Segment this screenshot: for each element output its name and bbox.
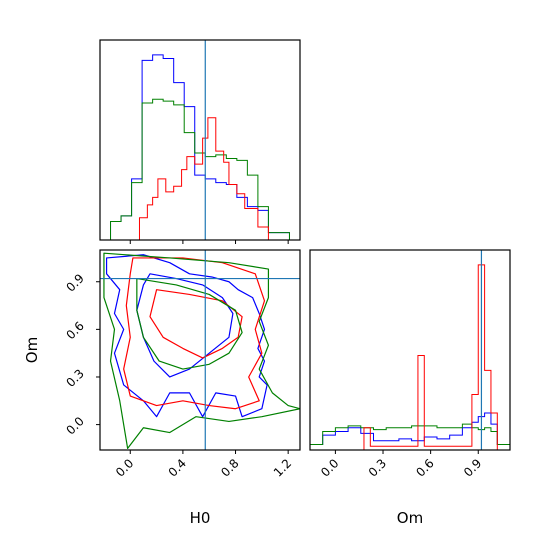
contour-x-tick-label: 0.4 xyxy=(166,456,189,479)
x-axis-label-h0: H0 xyxy=(190,509,211,527)
contour-blue-line xyxy=(105,254,268,418)
h0-hist-red-series xyxy=(128,117,279,241)
om-frame xyxy=(309,249,511,451)
contour-y-tick-label: 0.6 xyxy=(63,319,86,342)
contour-frame xyxy=(99,249,301,451)
contour-red-line xyxy=(123,257,266,410)
contour-x-tick-label: 1.2 xyxy=(271,456,294,479)
contour-blue-line xyxy=(136,273,234,378)
om-x-tick-label: 0.9 xyxy=(461,456,484,479)
contour-red-line xyxy=(149,289,243,359)
om-x-tick-label: 0.6 xyxy=(413,456,436,479)
om-vs-h0-contour-panel: 0.0 0.4 0.8 1.2 0.0 0.3 0.6 0.9 xyxy=(63,249,301,480)
contour-x-tick-label: 0.8 xyxy=(218,456,241,479)
x-axis-label-om: Om xyxy=(397,509,423,527)
h0-hist-blue-series xyxy=(110,54,290,240)
contour-x-tick-label: 0.0 xyxy=(113,456,136,479)
om-marginal-panel: 0.0 0.3 0.6 0.9 xyxy=(309,249,511,480)
contour-y-tick-label: 0.0 xyxy=(63,414,86,437)
contour-green-line xyxy=(136,277,243,370)
om-x-tick-label: 0.3 xyxy=(366,456,389,479)
h0-hist-green-series xyxy=(110,98,290,240)
contour-lines-group xyxy=(103,252,300,450)
contour-y-tick-label: 0.3 xyxy=(63,366,86,389)
h0-marginal-panel xyxy=(99,39,301,244)
contour-green-line xyxy=(103,252,300,450)
contour-y-tick-label: 0.9 xyxy=(63,271,86,294)
y-axis-label-om: Om xyxy=(23,337,41,363)
om-hist-blue-series xyxy=(309,412,511,450)
om-hist-red-series xyxy=(363,264,498,450)
h0-frame xyxy=(99,39,301,241)
om-x-tick-label: 0.0 xyxy=(318,456,341,479)
